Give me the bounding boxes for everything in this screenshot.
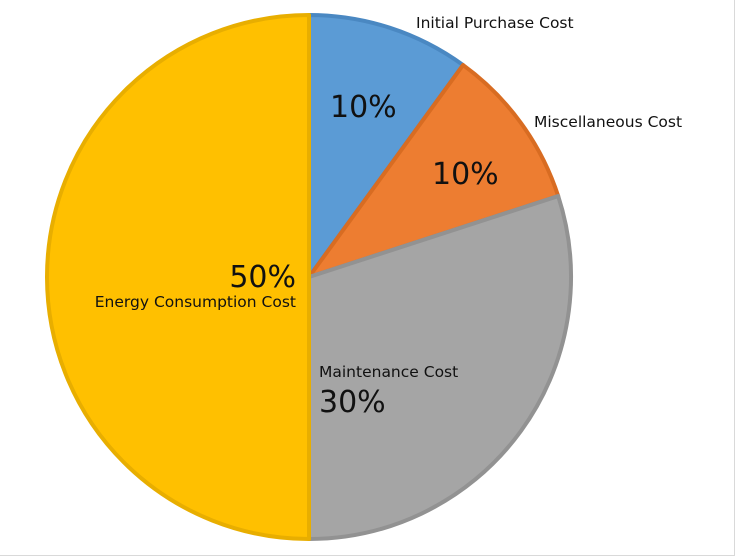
pct-initial-purchase-cost: 10% xyxy=(330,90,397,125)
label-miscellaneous-cost: Miscellaneous Cost xyxy=(534,113,682,131)
label-initial-purchase-cost: Initial Purchase Cost xyxy=(416,14,574,32)
pct-miscellaneous-cost: 10% xyxy=(432,157,499,192)
label-energy-consumption-cost: Energy Consumption Cost xyxy=(95,293,296,311)
pie-slices xyxy=(45,13,573,541)
slice-miscellaneous-cost xyxy=(307,63,561,279)
slice-initial-purchase-cost xyxy=(307,13,465,279)
pct-maintenance-cost: 30% xyxy=(319,385,386,420)
slice-maintenance-cost xyxy=(307,194,573,541)
label-maintenance-cost: Maintenance Cost xyxy=(319,363,458,381)
slice-energy-consumption-cost xyxy=(45,13,311,541)
pct-energy-consumption-cost: 50% xyxy=(229,260,296,295)
